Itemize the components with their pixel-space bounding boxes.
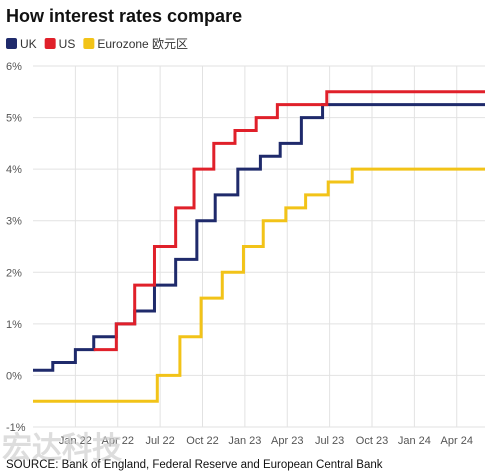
x-tick-label: Jan 23 <box>228 435 261 447</box>
x-tick-label: Jan 22 <box>59 435 92 447</box>
y-tick-label: 1% <box>6 319 22 331</box>
series-line-1 <box>93 90 485 352</box>
series-line-2 <box>33 167 485 403</box>
x-tick-label: Apr 24 <box>441 435 473 447</box>
legend: UK US Eurozone 欧元区 <box>6 37 188 51</box>
legend-swatch <box>6 38 17 49</box>
y-tick-label: 0% <box>6 370 22 382</box>
y-tick-label: 5% <box>6 113 22 125</box>
legend-label: Eurozone 欧元区 <box>97 37 188 51</box>
legend-swatch <box>83 38 95 49</box>
x-axis: Jan 22 Apr 22 Jul 22 Oct 22 Jan 23 Apr 23 Jul … <box>59 435 473 447</box>
y-tick-label: 6% <box>6 61 22 73</box>
watermark-logo: 宏达科技 <box>2 431 122 466</box>
y-tick-label: -1% <box>6 422 26 434</box>
x-tick-label: Jul 22 <box>145 435 174 447</box>
y-axis: -1% 0% 1% 2% 3% 4% 5% 6% <box>6 61 26 434</box>
x-tick-label: Apr 22 <box>102 435 134 447</box>
legend-label: US <box>59 37 76 51</box>
series-line-0 <box>33 103 485 372</box>
legend-swatch <box>44 38 56 49</box>
x-tick-label: Jul 23 <box>315 435 344 447</box>
x-tick-label: Apr 23 <box>271 435 303 447</box>
x-tick-label: Oct 23 <box>356 435 388 447</box>
y-tick-label: 2% <box>6 267 22 279</box>
chart-title: How interest rates compare <box>6 6 242 26</box>
legend-label: UK <box>20 37 37 51</box>
y-tick-label: 3% <box>6 216 22 228</box>
series-lines <box>33 90 485 403</box>
y-tick-label: 4% <box>6 164 22 176</box>
x-tick-label: Oct 22 <box>186 435 218 447</box>
x-tick-label: Jan 24 <box>398 435 431 447</box>
source-note: SOURCE: Bank of England, Federal Reserve… <box>6 459 383 471</box>
